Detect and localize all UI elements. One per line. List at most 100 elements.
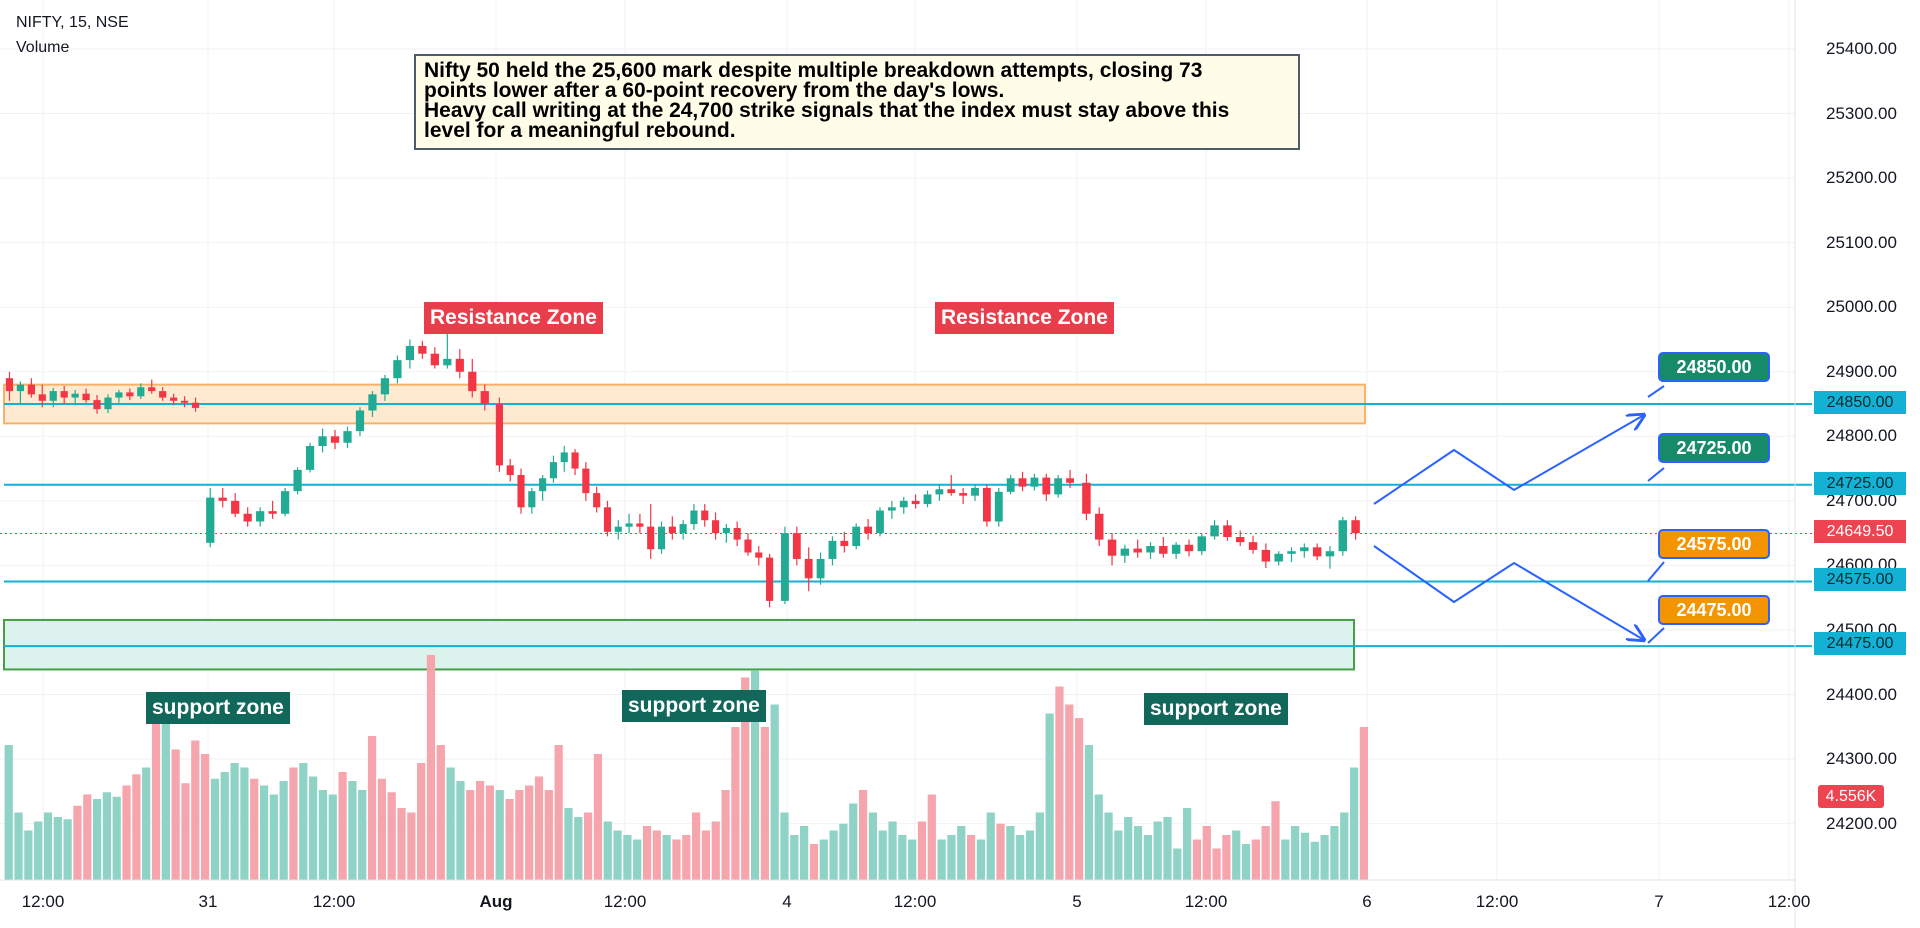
candle-body <box>816 558 825 579</box>
candle-body <box>947 489 956 494</box>
volume-bar <box>515 790 524 880</box>
candle-body <box>657 526 666 550</box>
volume-bar <box>53 817 62 880</box>
volume-bar <box>230 763 239 880</box>
volume-bar <box>191 740 200 880</box>
candle-body <box>495 404 503 466</box>
candle-body <box>468 371 477 392</box>
volume-bar <box>819 839 828 880</box>
volume-bar <box>525 785 534 880</box>
candle-body <box>82 393 90 401</box>
candle-body <box>668 526 676 534</box>
time-tick-label: 31 <box>198 892 218 911</box>
note-line: Nifty 50 held the 25,600 mark despite mu… <box>424 59 1203 82</box>
price-tag: 24850.00 <box>1814 391 1906 414</box>
volume-bar <box>1291 826 1300 880</box>
volume-bar <box>407 812 416 880</box>
volume-bar <box>662 835 671 880</box>
candle-body <box>744 539 752 553</box>
candle-body <box>1287 551 1296 554</box>
candle-body <box>1184 544 1194 552</box>
volume-bar <box>367 736 377 880</box>
price-tick-label: 25200.00 <box>1826 168 1897 188</box>
candle-body <box>443 358 452 366</box>
candle-body <box>539 478 547 492</box>
volume-bar <box>760 727 769 880</box>
candle-body <box>506 465 514 476</box>
volume-bar <box>800 826 809 880</box>
volume-bar <box>240 767 249 880</box>
volume-bar <box>750 670 760 880</box>
candle-body <box>1248 542 1258 550</box>
volume-bar <box>623 835 632 880</box>
price-tag: 24575.00 <box>1814 568 1906 591</box>
volume-bar <box>868 812 877 880</box>
volume-bar <box>92 799 102 880</box>
volume-bar <box>1300 832 1310 880</box>
projection-paths <box>1373 385 1665 644</box>
target-callout: 24575.00 <box>1658 529 1770 559</box>
volume-bar <box>1251 839 1260 880</box>
candle-body <box>1325 551 1335 557</box>
volume-bar <box>171 749 180 880</box>
candle-body <box>71 393 79 398</box>
candles <box>5 333 1360 608</box>
volume-bar <box>250 778 259 880</box>
candle-body <box>355 410 365 432</box>
volume-bar <box>34 821 43 880</box>
candle-body <box>393 360 402 379</box>
candle-body <box>1107 539 1117 556</box>
volume-bar <box>898 835 907 880</box>
candle-body <box>876 510 884 534</box>
volume-bar <box>397 808 406 880</box>
volume-bar <box>583 812 593 880</box>
analysis-note: Nifty 50 held the 25,600 mark despite mu… <box>414 54 1300 150</box>
candle-body <box>840 540 849 547</box>
note-line: Heavy call writing at the 24,700 strike … <box>424 99 1230 122</box>
candle-body <box>828 540 837 559</box>
volume-bar <box>741 677 750 880</box>
volume-bar <box>986 812 995 880</box>
candle-body <box>330 436 340 443</box>
support-zone <box>3 618 1355 671</box>
price-tick-label: 25300.00 <box>1826 103 1897 123</box>
candle-body <box>1235 536 1245 543</box>
price-tick-label: 24300.00 <box>1826 749 1897 769</box>
volume-bar <box>1104 812 1113 880</box>
volume-bar <box>927 794 936 880</box>
volume-bar <box>1074 718 1084 880</box>
volume-bar <box>1045 713 1054 880</box>
candle-body <box>1066 478 1074 483</box>
volume-bar <box>1016 835 1025 880</box>
volume-bar <box>1202 826 1211 880</box>
volume-bar <box>417 763 426 880</box>
candle-body <box>268 511 277 514</box>
candle-body <box>1312 547 1322 557</box>
price-tick-label: 25400.00 <box>1826 39 1897 58</box>
volume-bar <box>505 799 514 880</box>
target-callout: 24475.00 <box>1658 595 1770 625</box>
candle-body <box>792 533 801 559</box>
candle-body <box>923 494 932 505</box>
candle-body <box>781 533 789 601</box>
candle-body <box>1094 513 1104 540</box>
candle-body <box>16 384 25 392</box>
volume-bar <box>1055 686 1064 880</box>
volume-bar <box>259 785 269 880</box>
candle-body <box>418 345 427 354</box>
note-line: level for a meaningful rebound. <box>424 119 736 142</box>
candle-body <box>305 445 315 470</box>
candle-body <box>206 497 215 543</box>
volume-bar <box>338 772 347 880</box>
volume-bar <box>328 794 337 880</box>
volume-bar <box>446 767 455 880</box>
candle-body <box>159 391 167 398</box>
volume-bar <box>908 839 917 880</box>
candle-body <box>170 397 178 401</box>
volume-bar <box>721 790 730 880</box>
volume-bars <box>4 655 1368 880</box>
candle-body <box>1351 520 1360 534</box>
volume-bar <box>917 821 927 880</box>
volume-bar <box>1212 848 1221 880</box>
candle-body <box>49 391 57 401</box>
